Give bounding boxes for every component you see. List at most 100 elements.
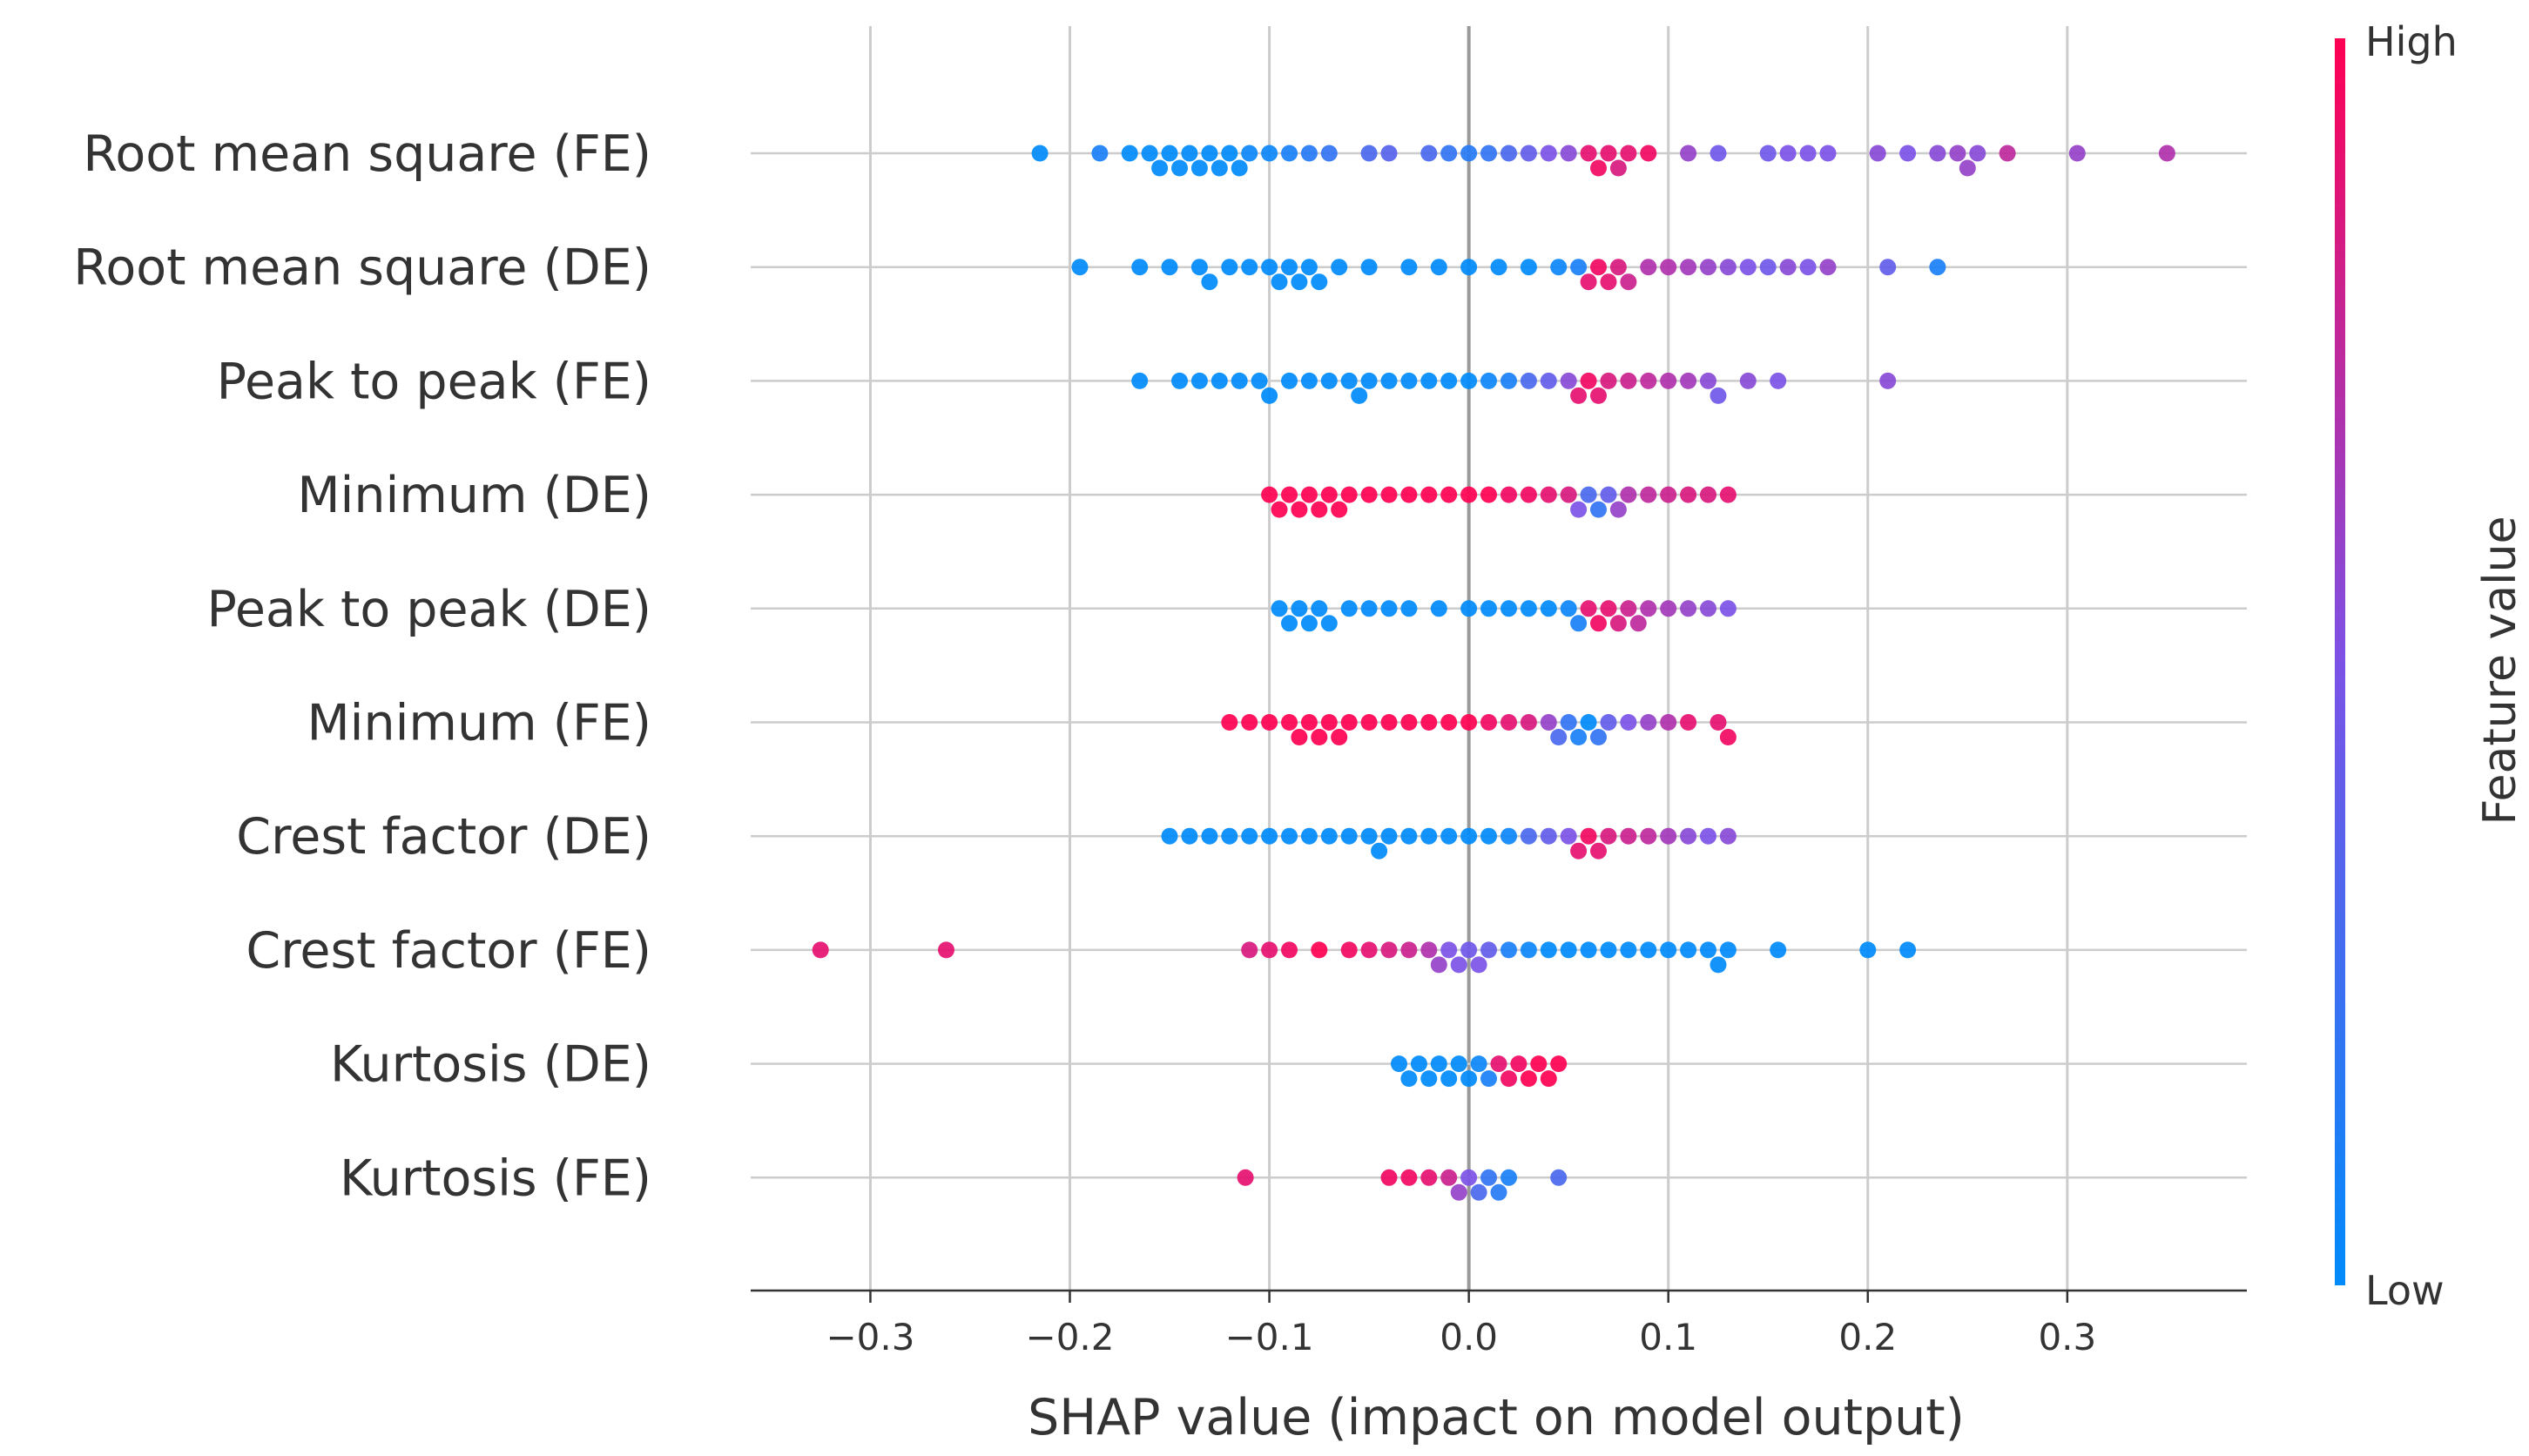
shap-point — [1300, 714, 1318, 731]
shap-point — [1450, 1055, 1467, 1073]
shap-point — [1151, 159, 1169, 177]
shap-point — [1251, 372, 1268, 389]
shap-point — [1400, 259, 1418, 276]
shap-point — [1211, 159, 1228, 177]
shap-point — [1680, 145, 1697, 162]
shap-point — [1869, 145, 1886, 162]
shap-point — [1879, 372, 1897, 389]
shap-point — [1340, 372, 1358, 389]
shap-point — [1680, 941, 1697, 959]
shap-point — [1300, 259, 1318, 276]
shap-point — [1320, 827, 1338, 845]
shap-point — [1331, 501, 1348, 518]
colorbar-title: Feature value — [2474, 516, 2526, 825]
shap-point — [1400, 827, 1418, 845]
shap-point — [1380, 145, 1398, 162]
shap-point — [1580, 273, 1597, 291]
shap-point — [1281, 827, 1298, 845]
feature-label: Kurtosis (DE) — [330, 1036, 651, 1094]
shap-point — [1570, 615, 1588, 632]
shap-point — [1520, 827, 1537, 845]
shap-point — [1580, 372, 1597, 389]
shap-point — [1680, 259, 1697, 276]
shap-point — [1560, 714, 1577, 731]
shap-point — [1181, 827, 1198, 845]
shap-point — [1420, 1169, 1438, 1186]
shap-point — [1410, 1055, 1427, 1073]
shap-point — [1340, 714, 1358, 731]
shap-point — [1620, 486, 1637, 503]
feature-label: Root mean square (DE) — [73, 239, 651, 297]
shap-point — [1640, 827, 1657, 845]
shap-point — [1221, 259, 1238, 276]
shap-point — [1360, 714, 1378, 731]
shap-point — [1420, 145, 1438, 162]
shap-point — [1969, 145, 1986, 162]
shap-point — [1261, 145, 1278, 162]
shap-point — [1221, 714, 1238, 731]
shap-point — [1520, 372, 1537, 389]
shap-point — [1929, 145, 1946, 162]
shap-point — [1440, 372, 1458, 389]
grid-layer — [868, 26, 2069, 1291]
shap-point — [1570, 729, 1588, 745]
shap-point — [1480, 941, 1497, 959]
shap-point — [1221, 145, 1238, 162]
shap-point — [1320, 145, 1338, 162]
shap-point — [1700, 372, 1716, 389]
shap-point — [1680, 827, 1697, 845]
shap-point — [1710, 956, 1727, 974]
shap-point — [1660, 714, 1677, 731]
shap-point — [1211, 372, 1228, 389]
shap-point — [1460, 259, 1478, 276]
shap-point — [1879, 259, 1897, 276]
shap-point — [1609, 159, 1627, 177]
shap-point — [1580, 941, 1597, 959]
shap-point — [1291, 729, 1308, 745]
x-tick-label: 0.1 — [1639, 1316, 1697, 1358]
shap-point — [1680, 714, 1697, 731]
shap-point — [1201, 827, 1218, 845]
shap-point — [1281, 941, 1298, 959]
shap-point — [1580, 145, 1597, 162]
shap-point — [1380, 486, 1398, 503]
shap-point — [1360, 145, 1378, 162]
shap-point — [1121, 145, 1138, 162]
shap-point — [1590, 159, 1607, 177]
shap-point — [1141, 145, 1158, 162]
shap-point — [1640, 941, 1657, 959]
shap-point — [1480, 1070, 1497, 1088]
shap-point — [1400, 372, 1418, 389]
shap-point — [1859, 941, 1877, 959]
shap-point — [1620, 827, 1637, 845]
x-tick-label: −0.3 — [826, 1316, 914, 1358]
shap-point — [1600, 600, 1617, 617]
shap-point — [1261, 486, 1278, 503]
shap-point — [1460, 1169, 1478, 1186]
shap-point — [1320, 615, 1338, 632]
shap-point — [1490, 1055, 1507, 1073]
shap-point — [1570, 259, 1588, 276]
shap-point — [1440, 1169, 1458, 1186]
shap-point — [1460, 941, 1478, 959]
shap-point — [1360, 372, 1378, 389]
shap-point — [1580, 486, 1597, 503]
shap-point — [1520, 1070, 1537, 1088]
shap-point — [1640, 600, 1657, 617]
shap-point — [1271, 273, 1288, 291]
shap-point — [1440, 486, 1458, 503]
shap-point — [1440, 827, 1458, 845]
shap-point — [1700, 600, 1716, 617]
x-axis-title: SHAP value (impact on model output) — [1028, 1389, 1965, 1446]
shap-point — [1400, 941, 1418, 959]
shap-point — [1660, 486, 1677, 503]
shap-point — [1351, 387, 1368, 404]
shap-point — [1450, 956, 1467, 974]
shap-point — [1291, 501, 1308, 518]
shap-point — [1261, 714, 1278, 731]
shap-point — [1501, 941, 1517, 959]
shap-point — [1520, 145, 1537, 162]
shap-point — [1190, 159, 1208, 177]
shap-point — [1261, 827, 1278, 845]
shap-point — [1281, 372, 1298, 389]
